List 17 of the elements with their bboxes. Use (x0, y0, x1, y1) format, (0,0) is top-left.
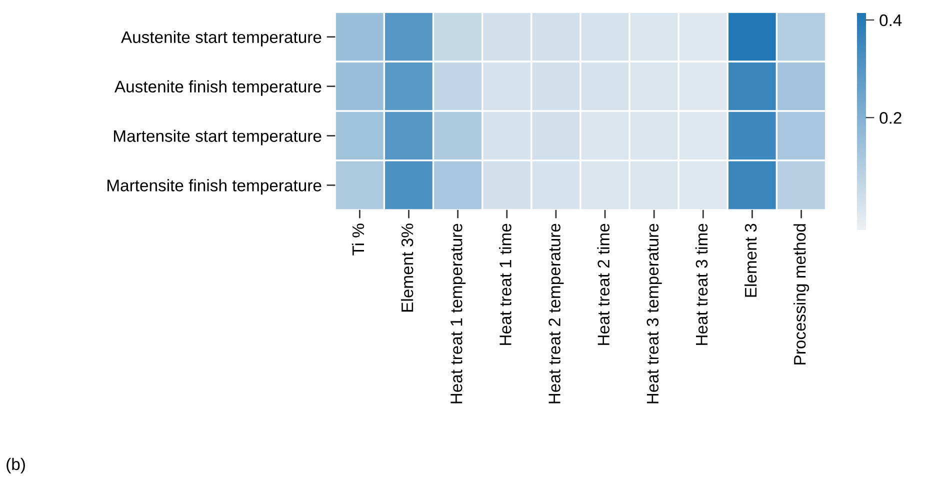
color-bar-label: 0.2 (880, 112, 902, 124)
x-tick-label: Heat treat 3 time (695, 224, 708, 345)
x-tick-label: Heat treat 2 temperature (548, 224, 564, 404)
y-tick-label: Austenite finish temperature (114, 80, 322, 96)
x-tick-label: Heat treat 1 time (499, 224, 512, 345)
x-tick-label: Heat treat 3 temperature (646, 224, 662, 404)
x-tick-label: Heat treat 2 time (597, 224, 610, 345)
text: (b) (6, 458, 25, 474)
x-tick-label: Ti % (352, 224, 364, 256)
y-tick-label: Martensite start temperature (114, 130, 322, 146)
x-tick-label: Processing method (793, 224, 810, 364)
y-tick-label: Martensite finish temperature (108, 179, 322, 195)
x-tick-label: Element 3% (400, 224, 414, 312)
x-tick-label: Element 3 (744, 224, 757, 297)
color-bar-label: 0.4 (880, 14, 902, 26)
y-tick-label: Austenite start temperature (120, 30, 322, 46)
x-tick-label: Heat treat 1 temperature (450, 224, 466, 404)
